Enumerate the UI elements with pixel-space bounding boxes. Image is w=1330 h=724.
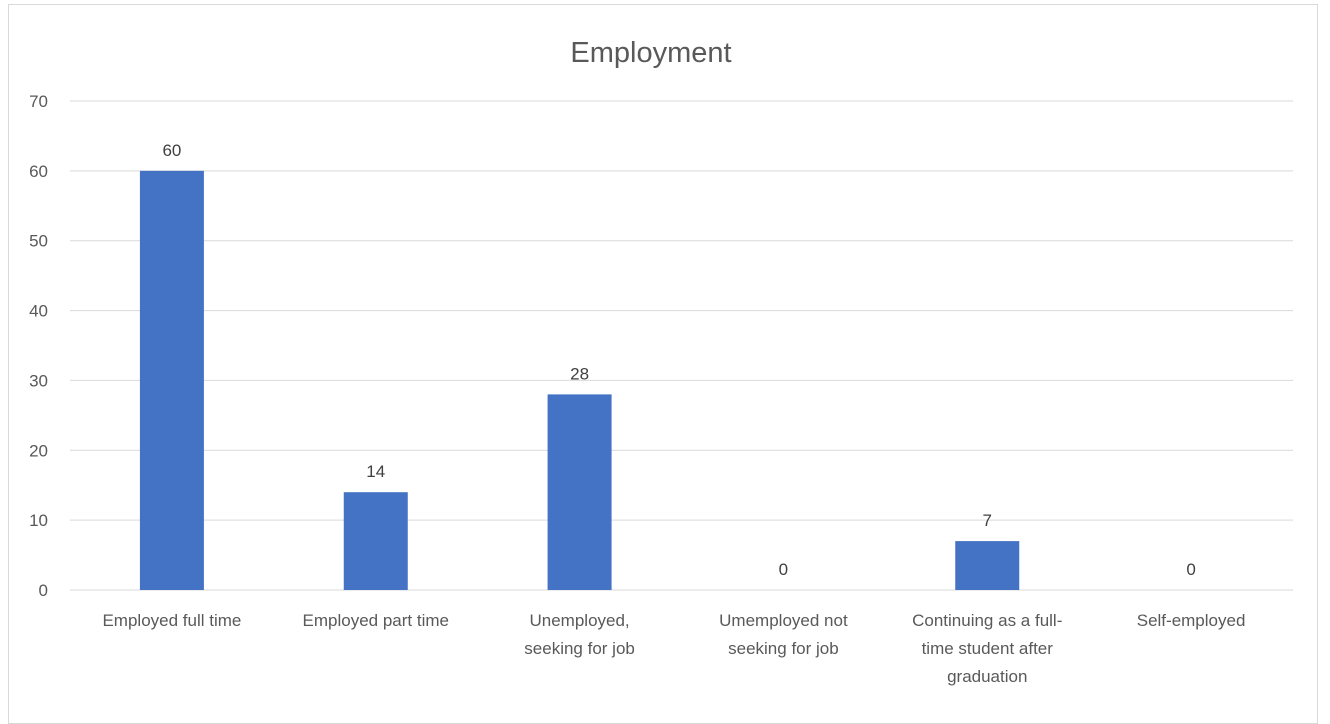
bar (343, 492, 408, 590)
chart-title: Employment (570, 37, 731, 69)
x-category-label-line: graduation (947, 667, 1027, 686)
x-category-label-line: Employed part time (303, 611, 449, 630)
x-category-label-line: Umemployed not (719, 611, 848, 630)
y-tick-label: 70 (29, 92, 48, 111)
y-tick-label: 50 (29, 232, 48, 251)
x-category-label: Employed part time (303, 611, 449, 630)
x-category-label: Unemployed, seeking for job (524, 611, 635, 658)
bar (547, 394, 612, 590)
x-category-label-line: Employed full time (102, 611, 241, 630)
x-axis-categories: Employed full time Employed part time Unem… (102, 611, 1245, 686)
y-axis-ticks: 0 10 20 30 40 50 60 70 (29, 92, 48, 600)
x-category-label: Self-employed (1137, 611, 1246, 630)
y-tick-label: 10 (29, 511, 48, 530)
y-tick-label: 0 (39, 581, 48, 600)
bar (955, 541, 1020, 590)
x-category-label: Employed full time (102, 611, 241, 630)
x-category-label-line: seeking for job (524, 639, 635, 658)
bar (139, 170, 204, 590)
y-tick-label: 60 (29, 162, 48, 181)
x-category-label-line: Continuing as a full- (912, 611, 1062, 630)
x-category-label: Continuing as a full-time student after g… (912, 611, 1062, 686)
y-tick-label: 30 (29, 371, 48, 390)
data-label: 14 (366, 462, 385, 481)
x-category-label-line: seeking for job (728, 639, 839, 658)
y-tick-label: 40 (29, 302, 48, 321)
x-category-label-line: Unemployed, (529, 611, 629, 630)
x-category-label-line: Self-employed (1137, 611, 1246, 630)
data-label: 28 (570, 364, 589, 383)
data-label: 0 (779, 560, 788, 579)
data-label: 60 (162, 141, 181, 160)
data-label: 7 (983, 511, 992, 530)
gridlines (70, 100, 1293, 591)
x-category-label-line: time student after (922, 639, 1054, 658)
x-category-label: Umemployed not seeking for job (719, 611, 848, 658)
bars (139, 170, 1020, 590)
y-tick-label: 20 (29, 441, 48, 460)
data-label: 0 (1186, 560, 1195, 579)
chart-frame (8, 4, 1318, 724)
data-labels: 60 14 28 0 7 0 (162, 141, 1195, 579)
